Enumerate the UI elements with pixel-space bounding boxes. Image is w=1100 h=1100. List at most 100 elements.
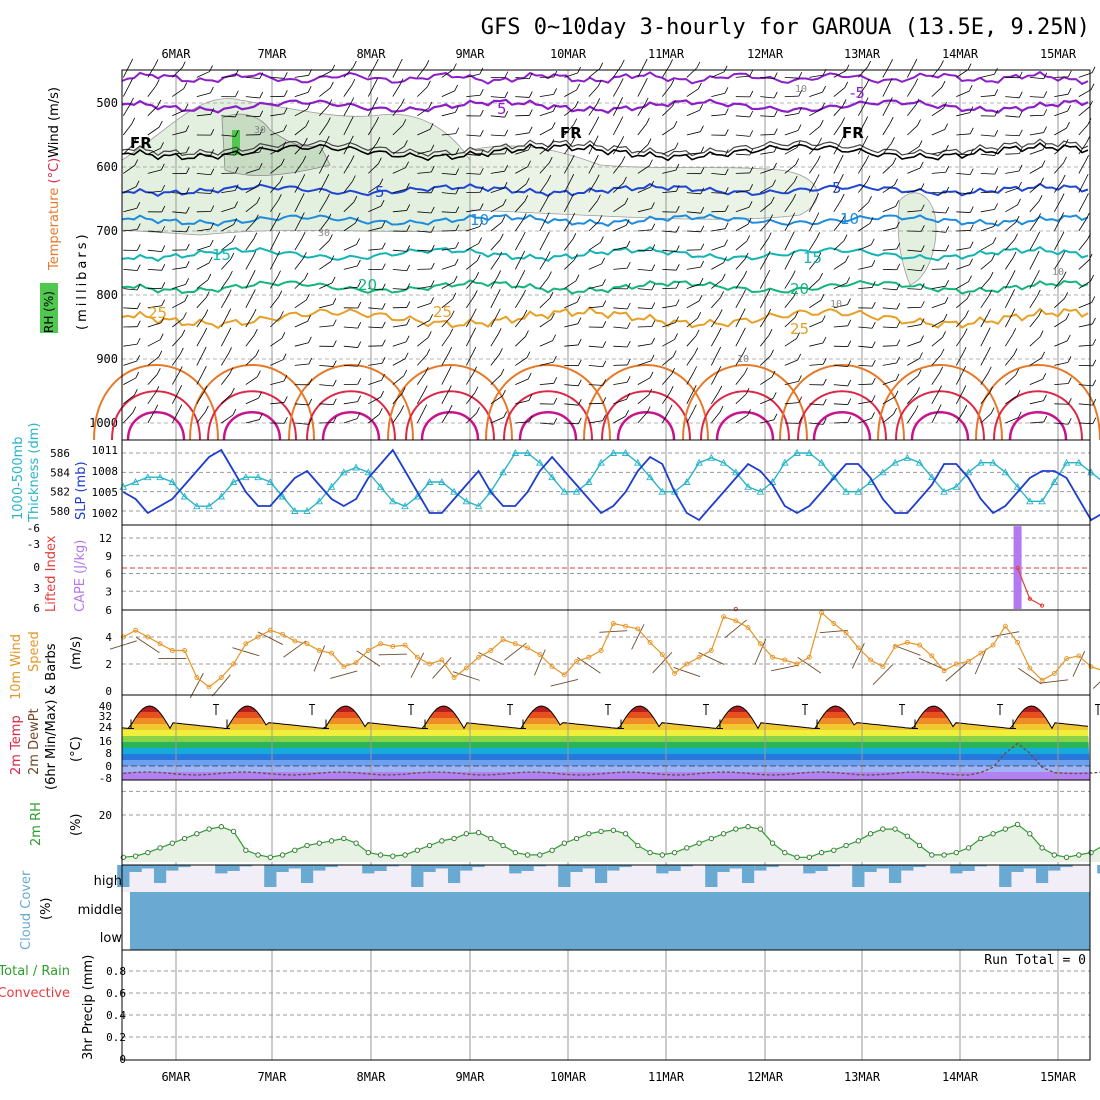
wind-barb (710, 315, 720, 328)
wind-barb-flag (846, 276, 851, 284)
wind-barb-flag (234, 148, 239, 156)
wind-barb-flag (305, 120, 310, 127)
rh-point (696, 840, 702, 846)
wind-barb-flag (161, 299, 166, 306)
wind-barb-flag (259, 413, 263, 420)
wind-barb (368, 379, 382, 385)
wind-barb (245, 238, 255, 251)
wind-barb (1054, 144, 1066, 155)
wind-barb-flag (748, 201, 753, 208)
precip-tick: 0.4 (106, 1009, 126, 1022)
wind-barb (858, 417, 872, 424)
wind-barb (368, 163, 379, 174)
wind-barb (1005, 134, 1020, 137)
wind-barb-flag (472, 327, 477, 334)
wind-barb (661, 65, 670, 78)
wind-barb-flag (945, 226, 950, 233)
wind-barb (735, 115, 750, 118)
wind-barb-flag (619, 78, 624, 85)
contour-label: 20 (790, 280, 809, 298)
wind-barb (196, 372, 204, 385)
wind-barb-flag (159, 333, 164, 340)
wind-barb (515, 336, 526, 347)
wind-barb-flag (525, 177, 530, 185)
temp-arch (779, 364, 905, 441)
wind-speed-point (635, 626, 641, 632)
rh-point (953, 849, 959, 856)
temp-tick: 8 (105, 747, 112, 760)
wind-barb-flag (871, 260, 876, 267)
thickness-point (242, 473, 250, 481)
wind-barb (416, 372, 426, 385)
wind-barb-flag (889, 59, 894, 66)
cloud-high-bar (423, 865, 436, 872)
wind-speed-point (378, 641, 384, 647)
rh-point (279, 852, 286, 858)
thickness-point (854, 487, 863, 495)
wind-barb-flag (842, 99, 847, 106)
rh-point (561, 840, 567, 846)
wind-barb-flag (717, 327, 722, 335)
wind-barb (392, 188, 407, 193)
thickness-point (364, 468, 373, 476)
wind-barb (147, 169, 162, 174)
wind-barb (711, 411, 721, 424)
wind-barb (441, 334, 451, 347)
wind-barb-flag (773, 145, 778, 153)
wind-barb-flag (161, 264, 166, 271)
cloud-high-bar (558, 865, 571, 887)
wind-barb (515, 357, 528, 366)
wind-barb-flag (178, 404, 183, 411)
wind-barb-flag (577, 379, 582, 386)
wind-barb-flag (798, 72, 803, 79)
wind-barb (147, 147, 161, 155)
wind-barb (882, 326, 897, 329)
cloud-high-bar (1097, 865, 1100, 874)
wind-barb-flag (643, 78, 648, 85)
wind-barb (1078, 218, 1087, 232)
wind-barb-flag (796, 332, 800, 339)
wind-speed-point (512, 641, 518, 647)
wind-barb (539, 180, 549, 193)
cloud-high-bar (325, 865, 338, 868)
wind-barb (637, 412, 648, 424)
wind-barb (196, 153, 211, 156)
wind-barb (490, 187, 505, 193)
wind-speed-point (574, 658, 580, 664)
rh-point (439, 838, 445, 844)
wind-barb (417, 230, 432, 233)
wind-barb-flag (600, 236, 604, 243)
cloud-high-bar (288, 865, 301, 869)
wind-barb-flag (644, 97, 649, 105)
wind-barb-flag (478, 237, 483, 244)
wind-barb-flag (501, 216, 506, 223)
wind-barb-flag (577, 317, 582, 324)
wind-barb (490, 96, 505, 99)
wind-barb-flag (842, 213, 846, 221)
wind-barb-flag (157, 99, 162, 107)
wind-barb (270, 147, 283, 155)
thickness-point (205, 502, 213, 510)
wind-barb (490, 239, 501, 251)
wind-barb-flag (915, 98, 920, 106)
wind-barb-10m (313, 645, 326, 672)
wind-barb-flag (136, 223, 141, 230)
thickness-point (389, 497, 397, 505)
wind-barb-flag (452, 292, 457, 300)
wind-speed-point (904, 639, 910, 645)
wind-barb (711, 297, 721, 309)
wind-barb (784, 147, 798, 155)
wind-barb-flag (229, 367, 234, 374)
wind-barb-flag (553, 377, 558, 384)
wind-barb-flag (766, 289, 771, 296)
wind-barb (686, 353, 696, 366)
wind-barb-flag (301, 174, 306, 181)
wind-barb-flag (1043, 415, 1048, 423)
wind-barb (1029, 256, 1037, 270)
wind-barb-10m (872, 664, 893, 686)
wind-barb (1053, 237, 1062, 251)
cloud-high-bar (435, 865, 448, 869)
wind-barb (343, 244, 357, 251)
cloud-high-bar (1011, 865, 1024, 872)
cloud-high-bar (901, 865, 914, 871)
